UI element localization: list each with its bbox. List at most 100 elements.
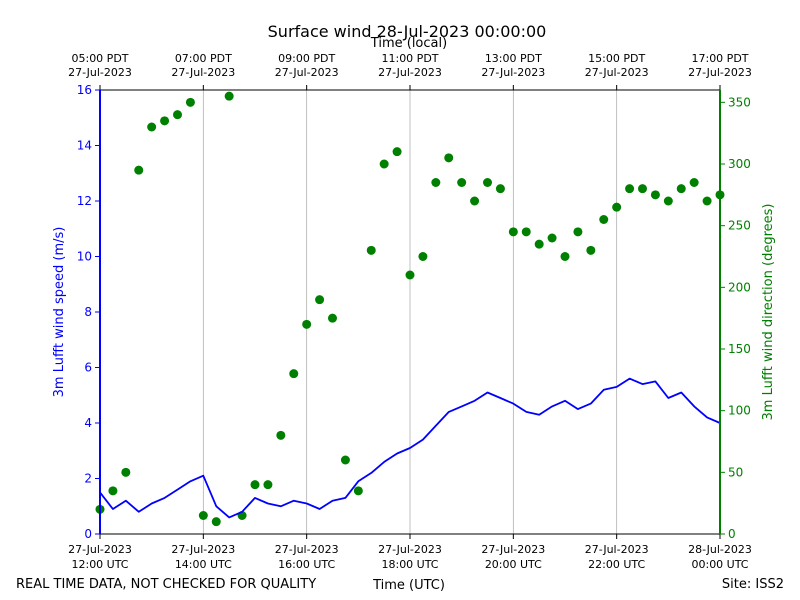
y-tick-left-label: 10: [77, 250, 92, 264]
speed-line: [99, 377, 721, 519]
direction-point: [508, 227, 518, 237]
direction-point: [121, 467, 131, 477]
x-tick-label-date: 27-Jul-2023: [275, 543, 339, 556]
footer-quality-note: REAL TIME DATA, NOT CHECKED FOR QUALITY: [16, 577, 316, 592]
y-tick-left-label: 6: [84, 361, 92, 375]
y-tick-right-label: 50: [728, 465, 743, 479]
direction-point: [289, 369, 299, 379]
x-tick-label-time: 18:00 UTC: [381, 558, 438, 571]
x-tick-label-time: 22:00 UTC: [588, 558, 645, 571]
y-tick-right-label: 100: [728, 404, 751, 418]
direction-point: [392, 147, 402, 157]
x-tick-label-date: 27-Jul-2023: [378, 543, 442, 556]
direction-point: [340, 455, 350, 465]
direction-point: [521, 227, 531, 237]
direction-point: [328, 313, 337, 323]
y-tick-right-label: 250: [728, 219, 751, 233]
direction-point: [315, 295, 325, 305]
x-tick-label-time: 20:00 UTC: [485, 558, 542, 571]
direction-point: [185, 97, 195, 107]
top-tick-label-time: 15:00 PDT: [588, 52, 645, 65]
y-tick-left-label: 16: [77, 83, 92, 97]
direction-series: [95, 91, 725, 527]
direction-point: [211, 517, 221, 527]
top-tick-label-date: 27-Jul-2023: [275, 66, 339, 79]
direction-point: [418, 252, 428, 261]
y-tick-right-label: 0: [728, 527, 736, 541]
direction-point: [560, 252, 570, 261]
direction-point: [612, 202, 622, 212]
top-tick-label-time: 17:00 PDT: [691, 52, 748, 65]
y-axis-label-right: 3m Lufft wind direction (degrees): [761, 204, 776, 421]
direction-point: [495, 184, 505, 194]
speed-series: [99, 377, 721, 519]
direction-point: [483, 178, 492, 187]
x-axis-label: Time (UTC): [372, 578, 445, 593]
x-tick-label-time: 12:00 UTC: [71, 558, 128, 571]
top-tick-label-time: 07:00 PDT: [175, 52, 232, 65]
direction-point: [134, 165, 144, 175]
direction-point: [534, 239, 544, 249]
direction-point: [263, 480, 273, 490]
x-tick-label-time: 14:00 UTC: [175, 558, 232, 571]
y-tick-right-label: 300: [728, 157, 751, 171]
y-tick-right-label: 350: [728, 95, 751, 109]
top-tick-label-time: 05:00 PDT: [71, 52, 128, 65]
direction-point: [599, 215, 609, 224]
y-tick-left-label: 4: [84, 416, 92, 430]
y-tick-left-label: 8: [84, 305, 92, 319]
y-tick-left-label: 14: [77, 139, 92, 153]
direction-point: [405, 270, 415, 280]
direction-point: [444, 153, 454, 163]
top-axis-label: Time (local): [370, 36, 447, 51]
x-tick-label-date: 27-Jul-2023: [585, 543, 649, 556]
direction-point: [160, 116, 170, 126]
direction-point: [147, 122, 157, 132]
direction-point: [353, 486, 363, 496]
top-tick-label-time: 09:00 PDT: [278, 52, 335, 65]
x-tick-label-date: 27-Jul-2023: [481, 543, 545, 556]
tick-labels: 27-Jul-2023 12:00 UTC 27-Jul-2023 14:00 UTC…: [68, 52, 752, 571]
direction-point: [173, 110, 182, 120]
x-tick-label-date: 28-Jul-2023: [688, 543, 752, 556]
y-tick-left-label: 2: [84, 472, 92, 486]
direction-point: [108, 486, 118, 496]
top-tick-label-date: 27-Jul-2023: [68, 66, 132, 79]
direction-point: [470, 196, 480, 206]
direction-point: [366, 245, 376, 255]
y-tick-right-label: 200: [728, 280, 751, 294]
y-tick-left-label: 12: [77, 194, 92, 208]
direction-point: [431, 178, 441, 187]
direction-point: [650, 190, 660, 200]
y-tick-right-label: 150: [728, 342, 751, 356]
top-tick-label-date: 27-Jul-2023: [378, 66, 442, 79]
y-tick-left-label: 0: [84, 527, 92, 541]
top-tick-label-date: 27-Jul-2023: [171, 66, 235, 79]
direction-point: [547, 233, 557, 243]
direction-point: [586, 245, 596, 255]
direction-point: [224, 91, 234, 101]
x-tick-label-date: 27-Jul-2023: [171, 543, 235, 556]
direction-point: [702, 196, 712, 206]
direction-point: [379, 159, 389, 169]
top-tick-label-date: 27-Jul-2023: [481, 66, 545, 79]
direction-point: [302, 319, 312, 329]
direction-point: [250, 480, 260, 490]
footer-site-label: Site: ISS2: [722, 577, 784, 592]
x-tick-label-time: 00:00 UTC: [691, 558, 748, 571]
top-tick-label-date: 27-Jul-2023: [585, 66, 649, 79]
direction-point: [198, 511, 208, 520]
direction-point: [573, 227, 583, 237]
top-tick-label-time: 13:00 PDT: [485, 52, 542, 65]
x-tick-label-date: 27-Jul-2023: [68, 543, 132, 556]
chart-title: Surface wind 28-Jul-2023 00:00:00: [268, 22, 547, 41]
y-axis-label-left: 3m Lufft wind speed (m/s): [52, 227, 67, 398]
top-tick-label-time: 11:00 PDT: [381, 52, 438, 65]
direction-point: [625, 184, 635, 194]
direction-point: [638, 184, 647, 194]
direction-point: [276, 430, 286, 440]
direction-point: [689, 178, 699, 187]
top-tick-label-date: 27-Jul-2023: [688, 66, 752, 79]
direction-point: [457, 178, 467, 187]
